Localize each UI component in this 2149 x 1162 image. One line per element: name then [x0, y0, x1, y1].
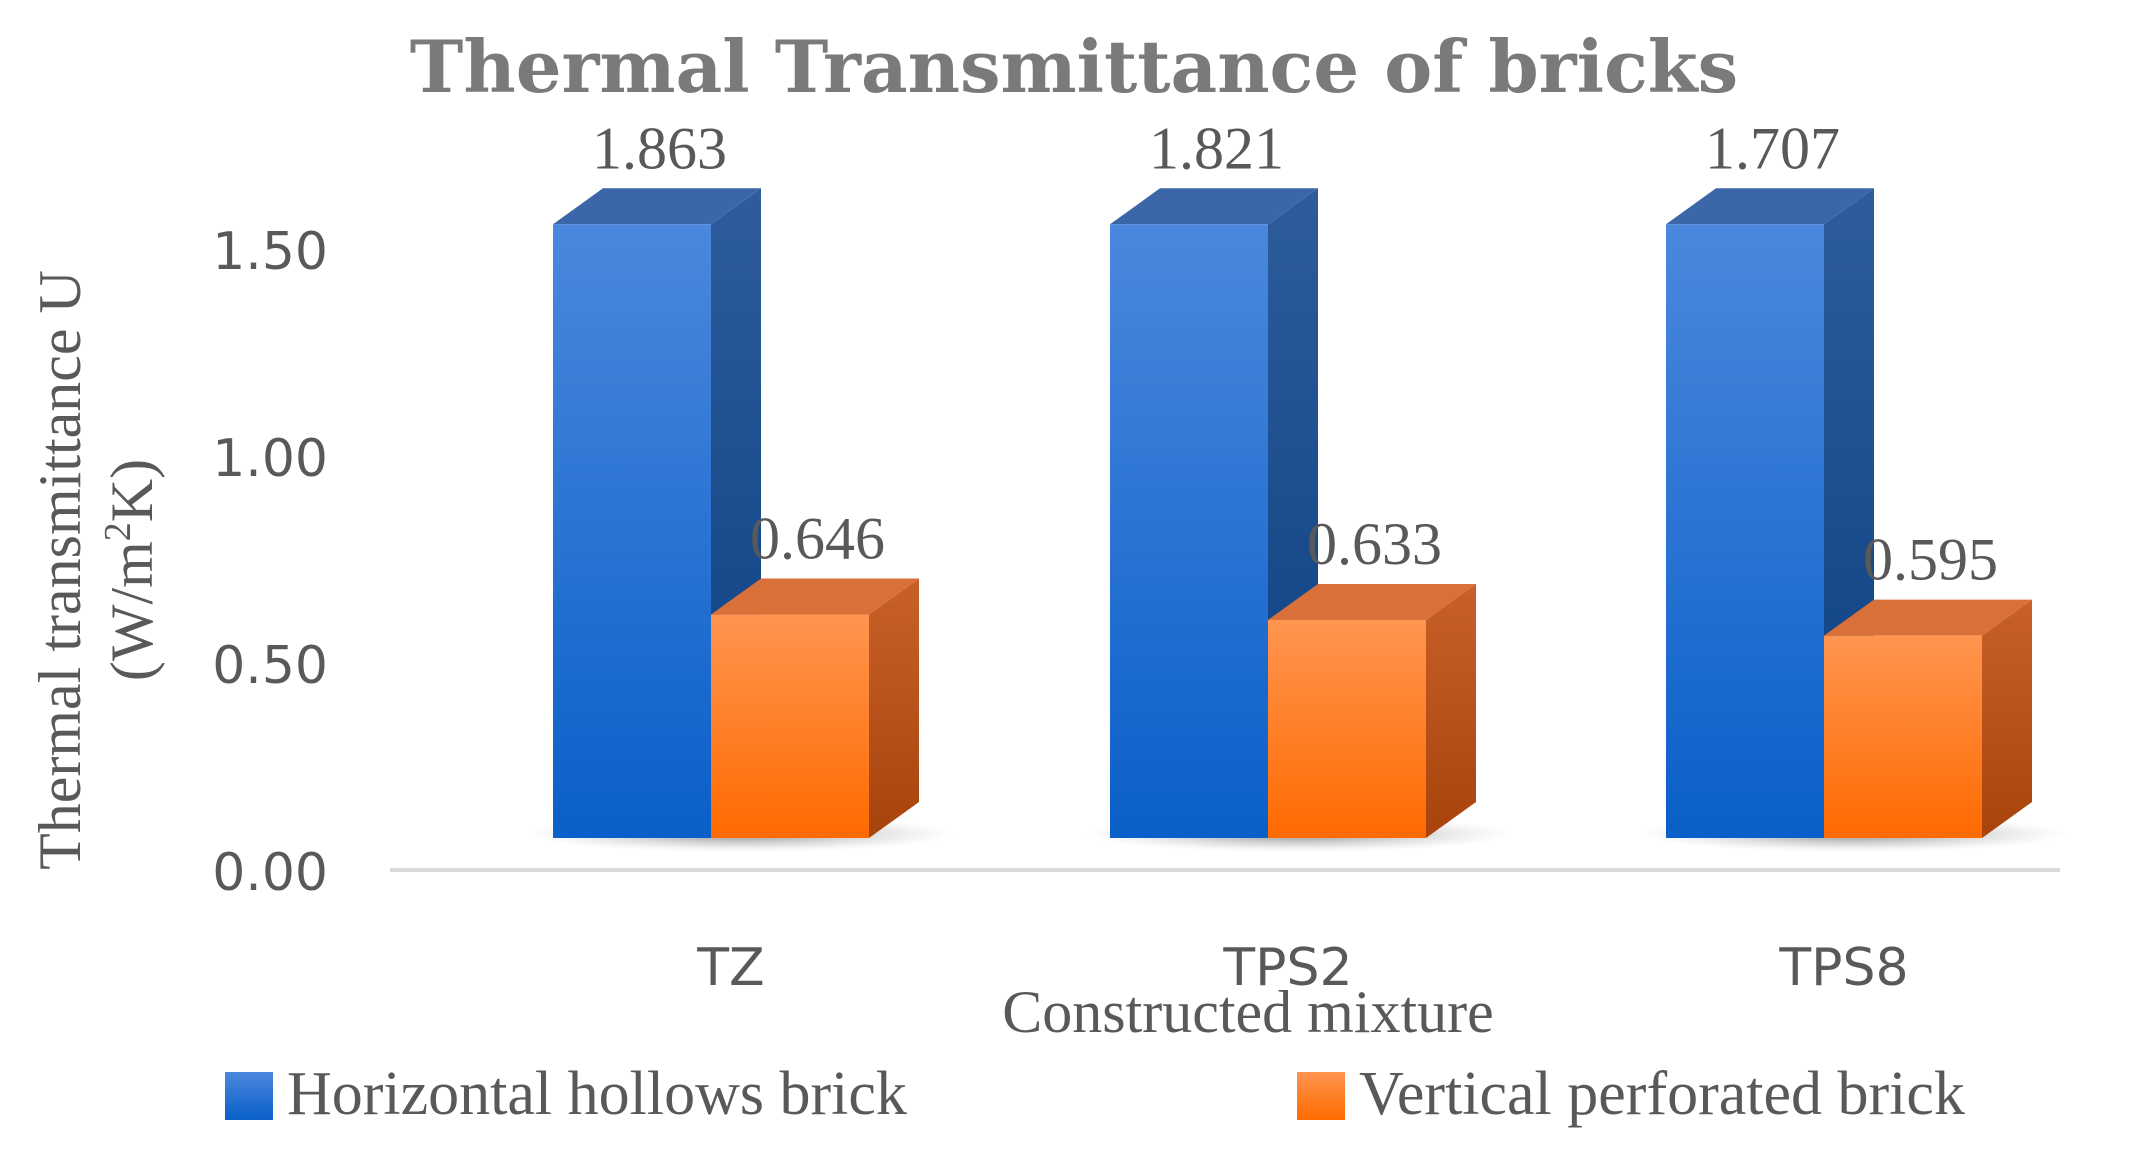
x-axis-title: Constructed mixture [1002, 979, 1494, 1045]
bar-top [553, 188, 761, 225]
data-label: 0.595 [1863, 527, 1998, 593]
legend-label-horizontal-hollows: Horizontal hollows brick [287, 1060, 907, 1128]
bar-top [1268, 583, 1476, 620]
bar-front [711, 614, 869, 838]
data-label: 1.707 [1705, 115, 1840, 181]
y-axis-title-line2: (W/m2K) [97, 459, 165, 681]
bar-tps8-series-2: 0.595 [1824, 527, 2032, 838]
legend-swatch-horizontal-hollows [225, 1072, 273, 1120]
data-label: 0.633 [1307, 511, 1442, 577]
y-axis-title-line1: Thermal transmittance U [27, 270, 93, 870]
bar-side [869, 578, 919, 838]
bar-front [1824, 635, 1982, 838]
data-label: 1.863 [592, 115, 727, 181]
legend-item-vertical-perforated: Vertical perforated brick [1297, 1060, 1965, 1128]
bar-tz-series-2: 0.646 [711, 506, 919, 838]
legend-label-vertical-perforated: Vertical perforated brick [1359, 1060, 1965, 1128]
bar-top [1110, 188, 1318, 225]
bar-top [1666, 188, 1874, 225]
bar-front [553, 224, 711, 839]
y-tick-label: 0.50 [212, 636, 328, 696]
legend: Horizontal hollows brick Vertical perfor… [225, 1060, 1965, 1128]
legend-item-horizontal-hollows: Horizontal hollows brick [225, 1060, 907, 1128]
bar-tps2-series-2: 0.633 [1268, 511, 1476, 838]
data-label: 1.821 [1149, 115, 1284, 181]
legend-swatch-vertical-perforated [1297, 1072, 1345, 1120]
x-tick-label: TPS2 [1222, 938, 1352, 998]
x-tick-label: TPS8 [1778, 938, 1908, 998]
y-tick-label: 0.00 [212, 843, 328, 903]
y-tick-label: 1.00 [212, 429, 328, 489]
bars-group: 1.863 0.646 1.821 0.633 1.707 0.595 [527, 115, 2068, 852]
bar-top [1824, 599, 2032, 636]
x-tick-label: TZ [696, 938, 764, 998]
bar-side [1426, 583, 1476, 838]
y-tick-label: 1.50 [212, 222, 328, 282]
bar-front [1110, 224, 1268, 839]
bar-top [711, 578, 919, 615]
y-axis-title: Thermal transmittance U (W/m2K) [27, 270, 165, 870]
y-axis-ticks: 0.00 0.50 1.00 1.50 [212, 222, 328, 903]
bar-side [1982, 599, 2032, 838]
data-label: 0.646 [750, 506, 885, 572]
bar-front [1666, 224, 1824, 839]
x-axis-ticks: TZ TPS2 TPS8 [696, 938, 1908, 998]
chart-title: Thermal Transmittance of bricks [410, 24, 1738, 109]
bar-front [1268, 619, 1426, 838]
